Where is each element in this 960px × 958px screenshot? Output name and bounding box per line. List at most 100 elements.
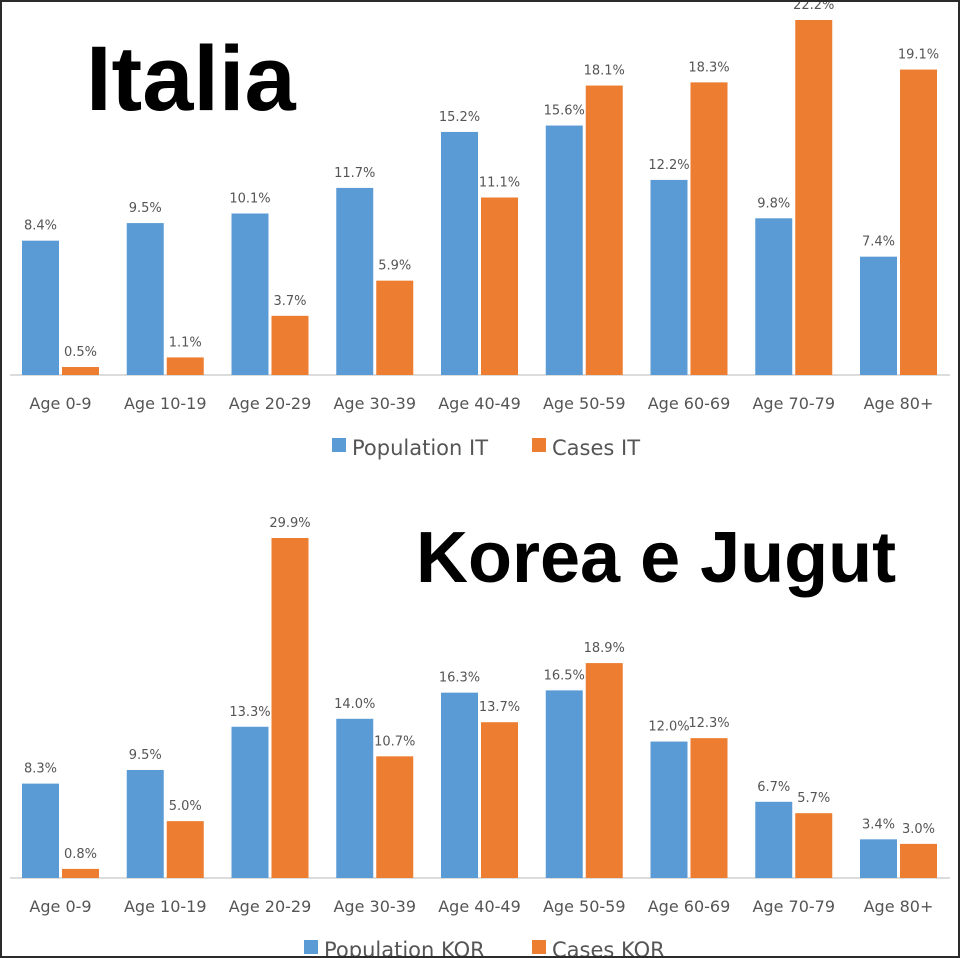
data-label-population: 11.7% xyxy=(334,166,375,181)
bar-population xyxy=(860,839,897,878)
x-tick-label: Age 0-9 xyxy=(29,897,91,916)
bar-cases xyxy=(62,367,99,375)
data-label-cases: 12.3% xyxy=(688,716,729,731)
bar-cases xyxy=(481,722,518,878)
bar-cases xyxy=(481,197,518,375)
x-tick-label: Age 40-49 xyxy=(438,394,521,413)
x-tick-label: Age 40-49 xyxy=(438,897,521,916)
bar-cases xyxy=(900,843,937,878)
x-tick-label: Age 70-79 xyxy=(752,897,835,916)
x-tick-label: Age 10-19 xyxy=(124,394,207,413)
bar-population xyxy=(545,125,583,375)
data-label-cases: 22.2% xyxy=(793,2,834,13)
bar-population xyxy=(231,213,269,375)
bar-cases xyxy=(271,315,309,375)
chart-title: Italia xyxy=(86,28,296,130)
bar-population xyxy=(860,256,897,375)
x-tick-label: Age 0-9 xyxy=(29,394,91,413)
chart-title: Korea e Jugut xyxy=(416,518,896,598)
data-label-population: 13.3% xyxy=(229,705,270,720)
data-label-population: 16.5% xyxy=(544,668,585,683)
data-label-cases: 1.1% xyxy=(169,335,202,350)
bar-cases xyxy=(166,357,204,375)
data-label-cases: 5.9% xyxy=(378,259,411,274)
data-label-cases: 3.0% xyxy=(902,822,935,837)
legend-swatch-cases xyxy=(532,438,546,452)
bar-cases xyxy=(795,813,833,878)
data-label-cases: 0.5% xyxy=(64,345,97,360)
data-label-population: 9.8% xyxy=(757,196,790,211)
data-label-population: 15.6% xyxy=(544,104,585,119)
data-label-cases: 0.8% xyxy=(64,847,97,862)
data-label-population: 16.3% xyxy=(439,671,480,686)
data-label-cases: 5.0% xyxy=(169,799,202,814)
bar-cases xyxy=(690,82,728,375)
data-label-population: 9.5% xyxy=(129,748,162,763)
data-label-cases: 18.1% xyxy=(584,64,625,79)
legend-label-population: Population KOR xyxy=(324,938,485,956)
bar-population xyxy=(755,801,793,878)
legend-swatch-population xyxy=(332,438,346,452)
bar-population xyxy=(650,741,688,878)
chart-korea: Korea e Jugut 8.3% 0.8% Age 0-9 9.5% 5.0% Age… xyxy=(10,516,950,956)
bar-population xyxy=(336,187,374,375)
bar-population xyxy=(231,726,269,878)
x-tick-label: Age 50-59 xyxy=(543,897,626,916)
data-label-cases: 18.3% xyxy=(688,60,729,75)
data-label-population: 8.4% xyxy=(24,219,57,234)
x-tick-label: Age 70-79 xyxy=(752,394,835,413)
bar-cases xyxy=(376,280,414,375)
data-label-population: 10.1% xyxy=(229,191,270,206)
bar-population xyxy=(441,131,478,375)
x-tick-label: Age 50-59 xyxy=(543,394,626,413)
x-tick-label: Age 80+ xyxy=(864,897,934,916)
bar-population xyxy=(545,690,583,878)
data-label-cases: 29.9% xyxy=(269,516,310,531)
bar-cases xyxy=(795,20,833,375)
data-label-population: 6.7% xyxy=(757,780,790,795)
bar-cases xyxy=(690,738,728,878)
data-label-population: 12.0% xyxy=(648,720,689,735)
bar-population xyxy=(650,179,688,375)
bar-population xyxy=(755,218,793,375)
data-label-population: 9.5% xyxy=(129,201,162,216)
bar-cases xyxy=(585,663,623,878)
data-label-cases: 13.7% xyxy=(479,700,520,715)
data-label-population: 15.2% xyxy=(439,110,480,125)
legend-label-cases: Cases IT xyxy=(552,436,640,460)
bar-population xyxy=(22,783,59,878)
bar-cases xyxy=(271,538,309,878)
chart-italia: Italia 8.4% 0.5% Age 0-9 9.5% 1.1% Age 10-19 1… xyxy=(10,2,950,460)
data-label-population: 14.0% xyxy=(334,697,375,712)
x-tick-label: Age 30-39 xyxy=(333,897,416,916)
bar-cases xyxy=(62,868,99,878)
bar-population xyxy=(336,718,374,878)
data-label-cases: 10.7% xyxy=(374,734,415,749)
x-tick-label: Age 20-29 xyxy=(229,394,312,413)
data-label-cases: 3.7% xyxy=(273,294,306,309)
data-label-population: 8.3% xyxy=(24,762,57,777)
data-label-cases: 11.1% xyxy=(479,176,520,191)
bar-cases xyxy=(166,821,204,878)
x-tick-label: Age 10-19 xyxy=(124,897,207,916)
bar-population xyxy=(22,240,59,375)
bars-layer: 8.4% 0.5% Age 0-9 9.5% 1.1% Age 10-19 10.1% 3.7… xyxy=(22,2,939,413)
x-tick-label: Age 60-69 xyxy=(648,897,731,916)
bar-cases xyxy=(900,69,937,375)
data-label-cases: 18.9% xyxy=(584,641,625,656)
legend-label-cases: Cases KOR xyxy=(552,938,665,956)
legend-swatch-cases xyxy=(532,940,546,954)
data-label-cases: 19.1% xyxy=(898,48,939,63)
x-tick-label: Age 80+ xyxy=(864,394,934,413)
bar-population xyxy=(441,692,478,878)
data-label-population: 7.4% xyxy=(862,235,895,250)
bar-cases xyxy=(585,85,623,376)
data-label-population: 3.4% xyxy=(862,817,895,832)
data-label-population: 12.2% xyxy=(648,158,689,173)
x-tick-label: Age 20-29 xyxy=(229,897,312,916)
legend-label-population: Population IT xyxy=(352,436,488,460)
legend: Population KOR Cases KOR xyxy=(304,938,665,956)
legend-swatch-population xyxy=(304,940,318,954)
